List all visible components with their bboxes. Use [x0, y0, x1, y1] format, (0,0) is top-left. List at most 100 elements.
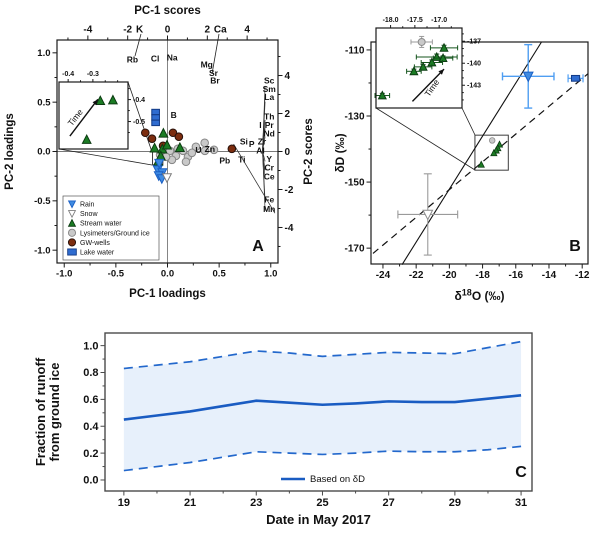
marker	[67, 248, 77, 256]
panel-isotope-inset: Time-18.0 -17.5 -17.0-137-140-143	[374, 17, 481, 109]
tick-label: -0.5	[108, 269, 125, 280]
marker	[67, 218, 77, 227]
tick-label: 29	[449, 497, 461, 509]
tick-label: -2	[123, 25, 132, 36]
panel-isotope-plot: -24 -22 -20 -18 -16 -14 -12 δ18O (‰) -110 -130 -15…	[333, 41, 590, 303]
tick-label: -137	[467, 39, 481, 46]
marker	[161, 173, 173, 184]
tick-label: -0.5	[34, 196, 51, 207]
annotation-cr: Cr	[264, 163, 274, 173]
tick-label: 1.0	[83, 340, 98, 352]
series-lake-water	[567, 74, 584, 83]
marker	[149, 142, 160, 153]
tick-label: 0.5	[37, 97, 51, 108]
annotation-b: B	[171, 110, 177, 120]
tick-label: 0	[165, 25, 171, 36]
annotation-zn: Zn	[205, 144, 215, 154]
annotation-na: Na	[167, 53, 178, 63]
zoom-box	[474, 134, 509, 171]
legend-label: Lysimeters/Ground ice	[80, 230, 150, 237]
marker	[181, 157, 191, 167]
axis-title: from ground ice	[47, 363, 62, 462]
axis-title: PC-1 scores	[134, 5, 200, 17]
marker	[151, 119, 160, 127]
marker	[67, 210, 77, 219]
tick-label: -17.5	[407, 17, 423, 24]
tick-label: -4	[83, 25, 92, 36]
marker	[209, 145, 219, 155]
tick-label: -0.4	[133, 97, 145, 104]
axis-title: δ18O (‰)	[455, 287, 505, 303]
tick-label: 0.0	[37, 147, 50, 158]
tick-label: -0.4	[62, 71, 74, 78]
marker	[227, 144, 237, 154]
annotation-u: U	[195, 145, 201, 155]
annotation-nd: Nd	[264, 129, 275, 139]
legend-label: GW-wells	[80, 240, 110, 247]
annotation-al: Al	[256, 145, 265, 155]
annotation-ce: Ce	[264, 172, 275, 182]
marker	[151, 108, 160, 116]
marker	[191, 142, 201, 152]
callout-line	[127, 81, 153, 153]
marker	[570, 74, 581, 82]
series-lysimeters-ground-ice	[410, 35, 433, 48]
tick-label: -0.3	[87, 71, 99, 78]
tick-label: 25	[316, 497, 328, 509]
tick-label: -170	[344, 244, 364, 255]
annotation-y: Y	[266, 154, 272, 164]
tick-label: 0.2	[83, 448, 98, 460]
marker	[140, 128, 150, 138]
panel-pca-scores-inset: Time-0.4 -0.3-0.4-0.5	[58, 71, 145, 150]
annotation-si: Si	[240, 137, 248, 147]
axis-title: Date in May 2017	[266, 512, 371, 527]
tick-label: -18.0	[383, 17, 399, 24]
annotation-mn: Mn	[263, 204, 275, 214]
tick-label: 19	[118, 497, 130, 509]
tick-label: -110	[345, 45, 365, 56]
tick-label: -17.0	[431, 17, 447, 24]
reference-line	[401, 41, 542, 265]
legend-label: Lake water	[80, 250, 115, 257]
tick-label: 2	[205, 25, 211, 36]
label-pointer-line	[262, 136, 266, 152]
series-snow	[161, 173, 173, 184]
marker	[147, 134, 157, 143]
marker	[174, 141, 186, 152]
tick-label: 31	[515, 497, 527, 509]
tick-label: -143	[467, 83, 481, 90]
marker	[67, 200, 77, 209]
plot-frame	[375, 27, 463, 109]
marker	[67, 228, 77, 237]
tick-label: -4	[285, 223, 294, 234]
legend-label: Based on δD	[310, 474, 365, 485]
tick-label: 27	[383, 497, 395, 509]
annotation-sr: Sr	[209, 68, 219, 78]
tick-label: -150	[344, 177, 364, 188]
annotation-sc: Sc	[264, 75, 275, 85]
confidence-band	[123, 341, 522, 471]
marker	[174, 132, 184, 141]
marker	[161, 139, 173, 150]
plot-frame	[58, 81, 129, 150]
tick-label: -140	[467, 61, 481, 68]
panel-runoff-fraction: 19 21 23 25 27 29 31 Date in May 2017 0.0 0.2 0.4 0…	[33, 332, 533, 527]
tick-label: -16	[509, 270, 524, 281]
annotation-sm: Sm	[263, 84, 277, 94]
tick-label: -0.5	[133, 119, 145, 126]
tick-label: 0.8	[83, 367, 98, 379]
legend-label: Stream water	[80, 221, 122, 228]
panel-letter-c: C	[515, 464, 527, 481]
marker	[422, 209, 434, 221]
tick-label: 23	[250, 497, 262, 509]
tick-label: -12	[575, 270, 590, 281]
marker	[151, 114, 160, 121]
tick-label: 4	[285, 71, 291, 82]
tick-label: 0.4	[83, 421, 99, 433]
time-arrow	[69, 98, 99, 137]
time-arrow-head	[438, 69, 445, 75]
tick-label: 21	[184, 497, 196, 509]
